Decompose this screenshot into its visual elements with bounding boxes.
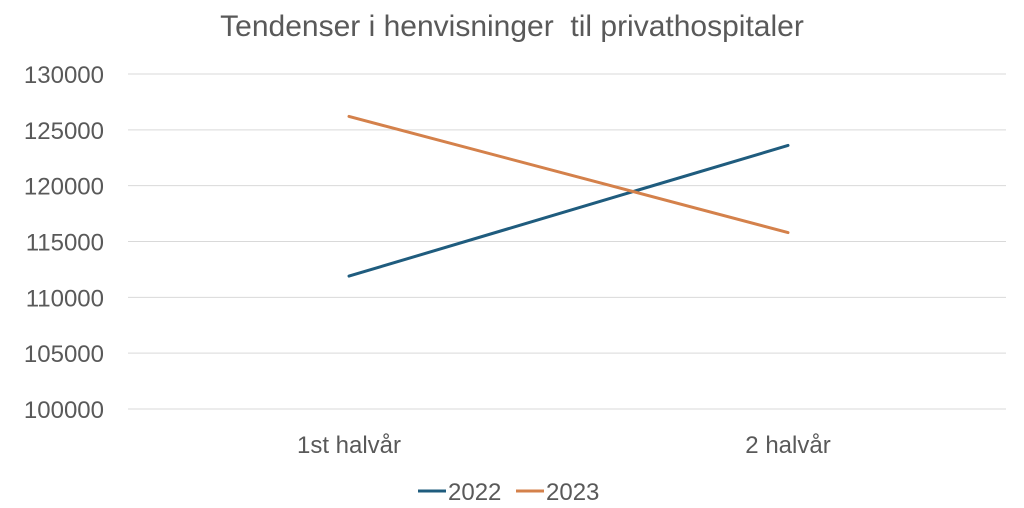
y-tick-label: 125000 — [24, 118, 104, 145]
y-tick-label: 105000 — [24, 341, 104, 368]
y-tick-label: 115000 — [26, 230, 104, 257]
y-tick-label: 120000 — [24, 174, 104, 201]
y-tick-label: 130000 — [24, 62, 104, 89]
legend-label: 2023 — [546, 479, 599, 506]
chart-title: Tendenser i henvisninger til privathospi… — [220, 10, 804, 43]
x-tick-label: 1st halvår — [297, 432, 401, 459]
series-line-2022 — [347, 143, 790, 278]
y-tick-label: 110000 — [26, 285, 104, 312]
legend-label: 2022 — [448, 479, 501, 506]
x-tick-label: 2 halvår — [745, 432, 830, 459]
y-tick-label: 100000 — [24, 397, 104, 424]
series-line-2023 — [347, 114, 790, 235]
